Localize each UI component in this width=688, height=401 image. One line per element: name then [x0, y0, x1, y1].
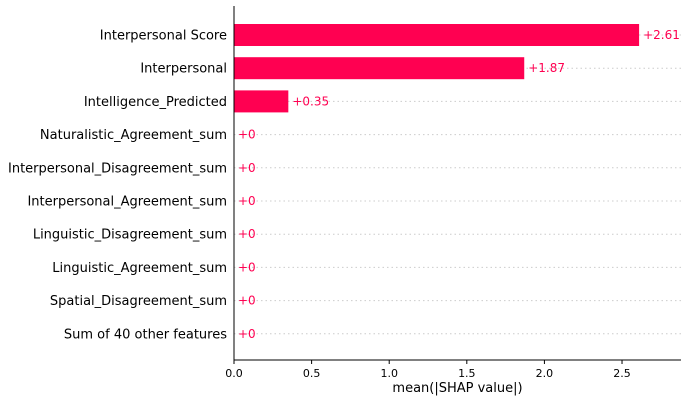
value-label: +0.35	[292, 94, 329, 108]
x-axis-title: mean(|SHAP value|)	[392, 381, 522, 396]
bar	[234, 24, 640, 46]
value-labels: +2.61 +1.87 +0.35 +0 +0 +0 +0 +0 +0 +0	[238, 28, 680, 341]
feature-label: Naturalistic_Agreement_sum	[40, 128, 227, 143]
x-tick-label: 0.5	[303, 367, 321, 380]
value-label: +0	[238, 294, 256, 308]
value-label: +0	[238, 227, 256, 241]
feature-label: Interpersonal	[140, 62, 227, 77]
feature-label: Interpersonal_Disagreement_sum	[8, 161, 227, 176]
bar	[234, 90, 289, 113]
value-label: +0	[238, 161, 256, 175]
feature-label: Sum of 40 other features	[64, 327, 227, 342]
feature-label: Spatial_Disagreement_sum	[50, 294, 227, 309]
value-label: +1.87	[528, 61, 565, 75]
value-label: +2.61	[643, 28, 680, 42]
x-tick-label: 1.5	[458, 367, 476, 380]
x-tick-label: 2.0	[536, 367, 554, 380]
feature-label: Interpersonal Score	[100, 29, 227, 44]
grid-lines	[234, 34, 681, 335]
feature-labels: Interpersonal Score Interpersonal Intellig…	[8, 29, 227, 343]
feature-label: Interpersonal_Agreement_sum	[27, 195, 227, 210]
value-label: +0	[238, 260, 256, 274]
feature-label: Linguistic_Disagreement_sum	[33, 228, 227, 243]
x-tick-label: 1.0	[380, 367, 398, 380]
feature-label: Linguistic_Agreement_sum	[52, 261, 227, 276]
x-tick-label: 2.5	[613, 367, 631, 380]
x-tick-label: 0.0	[225, 367, 243, 380]
feature-label: Intelligence_Predicted	[84, 95, 227, 110]
value-label: +0	[238, 194, 256, 208]
bar	[234, 57, 525, 80]
bars	[234, 24, 640, 113]
value-label: +0	[238, 327, 256, 341]
x-ticks: 0.0 0.5 1.0 1.5 2.0 2.5	[225, 360, 631, 380]
value-label: +0	[238, 128, 256, 142]
